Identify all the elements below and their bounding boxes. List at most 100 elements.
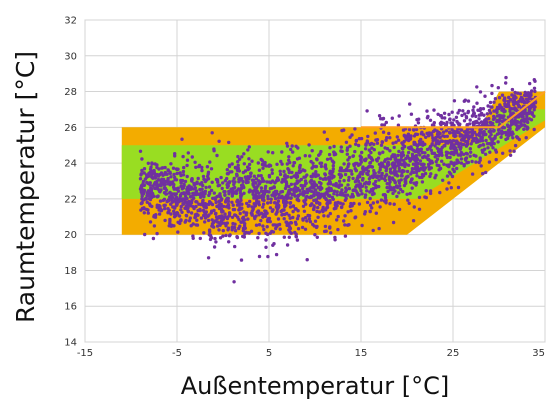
data-point xyxy=(385,185,389,190)
data-point xyxy=(232,176,236,181)
data-point xyxy=(514,101,519,105)
data-point xyxy=(481,171,485,176)
data-point xyxy=(425,116,430,120)
data-point xyxy=(312,204,316,208)
data-point xyxy=(491,146,495,150)
data-point xyxy=(368,209,372,213)
data-point xyxy=(220,210,224,214)
data-point xyxy=(231,188,235,192)
data-point xyxy=(496,86,500,90)
data-point xyxy=(358,172,362,176)
data-point xyxy=(375,200,380,204)
data-point xyxy=(230,170,234,174)
data-point xyxy=(311,161,315,165)
data-point xyxy=(464,116,469,120)
data-point xyxy=(508,153,513,157)
data-point xyxy=(323,208,328,212)
data-point xyxy=(321,209,325,214)
data-point xyxy=(168,217,172,222)
data-point xyxy=(215,195,219,199)
data-point xyxy=(503,109,507,113)
data-point xyxy=(268,231,272,235)
data-point xyxy=(236,166,240,170)
data-point xyxy=(447,130,452,134)
data-point xyxy=(444,123,448,128)
data-point xyxy=(199,202,203,207)
data-point xyxy=(471,108,475,112)
data-point xyxy=(414,127,419,132)
data-point xyxy=(483,152,488,156)
data-point xyxy=(506,99,510,104)
data-point xyxy=(280,194,284,198)
data-point xyxy=(381,116,386,121)
data-point xyxy=(271,151,275,155)
data-point xyxy=(472,138,476,143)
data-point xyxy=(358,154,362,158)
data-point xyxy=(522,127,526,131)
data-point xyxy=(262,198,266,203)
data-point xyxy=(453,132,457,136)
data-point xyxy=(377,151,382,155)
data-point xyxy=(258,195,262,199)
data-point xyxy=(399,157,403,162)
data-point xyxy=(287,228,291,232)
data-point xyxy=(314,164,319,169)
data-point xyxy=(510,130,514,134)
data-point xyxy=(198,182,202,186)
data-point xyxy=(402,169,406,173)
data-point xyxy=(168,221,172,225)
data-point xyxy=(364,167,369,172)
data-point xyxy=(303,227,308,231)
data-point xyxy=(455,129,459,133)
x-tick-label: 35 xyxy=(532,348,545,359)
x-tick-label: 25 xyxy=(447,348,460,359)
data-point xyxy=(145,200,149,204)
data-point xyxy=(516,91,520,95)
data-point xyxy=(190,179,194,183)
data-point xyxy=(236,163,240,168)
data-point xyxy=(504,137,508,142)
data-point xyxy=(494,157,498,162)
data-point xyxy=(185,158,190,162)
data-point xyxy=(458,122,462,126)
data-point xyxy=(296,146,300,150)
data-point xyxy=(487,117,491,121)
data-point xyxy=(328,146,332,150)
data-point xyxy=(324,167,328,171)
data-point xyxy=(273,201,277,205)
data-point xyxy=(399,178,403,182)
data-point xyxy=(442,111,447,116)
data-point xyxy=(327,175,331,180)
data-point xyxy=(182,182,186,187)
data-point xyxy=(394,140,398,144)
data-point xyxy=(474,160,478,164)
data-point xyxy=(356,163,361,167)
data-point xyxy=(155,165,159,170)
data-point xyxy=(180,210,184,214)
data-point xyxy=(493,116,497,120)
data-point xyxy=(243,226,247,230)
data-point xyxy=(423,151,427,155)
data-point xyxy=(400,163,405,167)
data-point xyxy=(272,193,276,198)
data-point xyxy=(390,116,394,120)
data-point xyxy=(255,199,259,203)
data-point xyxy=(236,160,240,164)
data-point xyxy=(450,110,454,114)
data-point xyxy=(259,186,264,190)
data-point xyxy=(434,141,438,146)
data-point xyxy=(343,234,348,238)
data-point xyxy=(380,140,384,144)
data-point xyxy=(454,161,459,165)
data-point xyxy=(384,201,388,205)
data-point xyxy=(466,134,470,138)
data-point xyxy=(295,157,300,161)
data-point xyxy=(348,204,352,209)
data-point xyxy=(176,211,180,216)
data-point xyxy=(416,121,421,125)
data-point xyxy=(169,175,173,179)
data-point xyxy=(418,153,422,157)
data-point xyxy=(488,111,493,115)
data-point xyxy=(245,201,249,206)
data-point xyxy=(528,81,532,86)
